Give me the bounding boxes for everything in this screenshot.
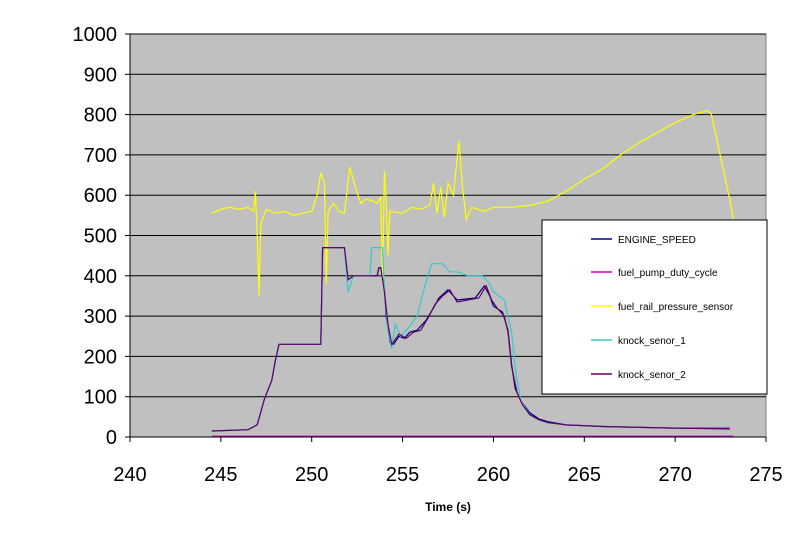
x-axis-label: Time (s)	[425, 500, 471, 514]
legend-box	[541, 219, 768, 395]
series-lines	[211, 109, 734, 437]
y-tick-label: 700	[84, 145, 117, 167]
x-tick-label: 265	[568, 464, 601, 486]
x-tick-label: 250	[295, 464, 328, 486]
y-tick-label: 100	[84, 387, 117, 409]
y-tick-label: 0	[106, 427, 117, 449]
x-tick-label: 275	[749, 464, 782, 486]
legend: ENGINE_SPEED fuel_pump_duty_cycle fuel_rai…	[541, 219, 768, 395]
legend-label: fuel_rail_pressure_sensor	[618, 302, 734, 313]
x-tick-label: 255	[386, 464, 419, 486]
y-tick-label: 500	[84, 226, 117, 248]
legend-label: ENGINE_SPEED	[618, 235, 696, 246]
x-tick-label: 270	[658, 464, 691, 486]
x-tick-label: 260	[477, 464, 510, 486]
y-tick-label: 800	[84, 105, 117, 127]
y-tick-label: 300	[84, 306, 117, 328]
y-axis-tick-labels: 0 100 200 300 400 500 600 700 800 900 1000	[73, 24, 118, 449]
y-tick-label: 1000	[73, 24, 118, 46]
series-line-fuel-rail-pressure-sensor	[211, 109, 734, 297]
x-tick-label: 245	[204, 464, 237, 486]
legend-label: knock_senor_1	[618, 336, 686, 347]
y-tick-label: 200	[84, 346, 117, 368]
y-tick-label: 600	[84, 185, 117, 207]
y-tick-label: 900	[84, 64, 117, 86]
series-line-knock-senor-2	[211, 247, 730, 432]
legend-label: fuel_pump_duty_cycle	[618, 268, 718, 279]
x-axis-tick-labels: 240 245 250 255 260 265 270 275	[113, 464, 782, 486]
x-tick-label: 240	[113, 464, 146, 486]
y-tick-label: 400	[84, 266, 117, 288]
legend-label: knock_senor_2	[618, 370, 686, 381]
